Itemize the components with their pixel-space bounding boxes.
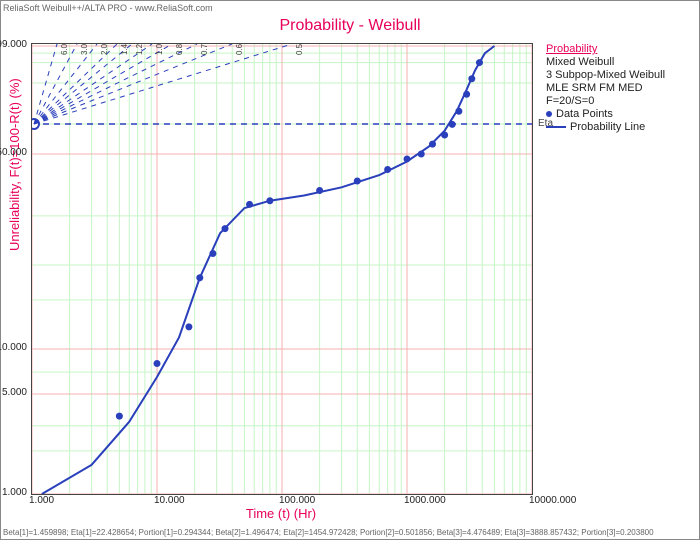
legend-data-points: Data Points xyxy=(546,108,696,120)
app-header: ReliaSoft Weibull++/ALTA PRO - www.Relia… xyxy=(3,3,213,13)
legend-heading: Probability xyxy=(546,43,696,55)
footer-params: Beta[1]=1.459898; Eta[1]=22.428654; Port… xyxy=(3,528,699,537)
beta-guide-label: 1.0 xyxy=(155,44,164,55)
y-tick: 5.000 xyxy=(0,387,27,398)
legend-prob-line: Probability Line xyxy=(546,121,696,133)
eta-label: Eta xyxy=(538,118,553,129)
y-tick: 1.000 xyxy=(0,487,27,498)
beta-guide-label: 6.0 xyxy=(60,44,69,55)
legend-fs: F=20/S=0 xyxy=(546,95,696,107)
plot-svg xyxy=(32,44,532,494)
plot-area xyxy=(31,43,533,495)
y-tick: 99.000 xyxy=(0,39,27,50)
x-tick: 100.000 xyxy=(279,495,315,506)
x-tick: 1000.000 xyxy=(404,495,446,506)
chart-title: Probability - Weibull xyxy=(1,17,699,35)
beta-guide-label: 0.6 xyxy=(235,44,244,55)
legend-model-2: 3 Subpop-Mixed Weibull xyxy=(546,69,696,81)
y-tick: 50.000 xyxy=(0,147,27,158)
x-tick: 10000.000 xyxy=(529,495,576,506)
beta-guide-label: 0.7 xyxy=(200,44,209,55)
x-tick: 1.000 xyxy=(29,495,54,506)
beta-guide-label: 1.2 xyxy=(135,44,144,55)
legend-method: MLE SRM FM MED xyxy=(546,82,696,94)
legend-model-1: Mixed Weibull xyxy=(546,56,696,68)
x-tick: 10.000 xyxy=(154,495,185,506)
legend: Probability Mixed Weibull 3 Subpop-Mixed… xyxy=(546,43,696,133)
chart-frame: ReliaSoft Weibull++/ALTA PRO - www.Relia… xyxy=(0,0,700,540)
y-axis-label: Unreliability, F(t)=100-R(t) (%) xyxy=(7,78,22,251)
beta-guide-label: 1.4 xyxy=(120,44,129,55)
y-tick: 10.000 xyxy=(0,342,27,353)
beta-guide-label: 2.0 xyxy=(100,44,109,55)
beta-guide-label: 3.0 xyxy=(80,44,89,55)
legend-dot-icon xyxy=(546,111,552,117)
beta-guide-label: 0.8 xyxy=(175,44,184,55)
x-axis-label: Time (t) (Hr) xyxy=(31,506,531,521)
beta-guide-label: 0.5 xyxy=(295,44,304,55)
